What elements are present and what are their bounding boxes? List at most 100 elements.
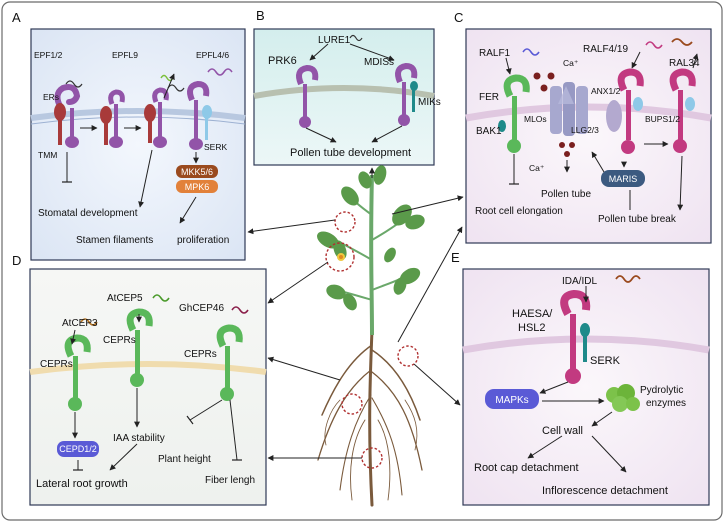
prk6-receptor bbox=[296, 64, 319, 128]
cepr-receptor-2 bbox=[126, 308, 153, 387]
highlight-circle-root bbox=[341, 393, 363, 415]
anx-label: ANX1/2 bbox=[591, 86, 621, 96]
highlight-circles bbox=[325, 211, 419, 469]
mpk-box bbox=[176, 180, 218, 193]
mapks-label: MAPKs bbox=[495, 395, 528, 406]
bups-label: BUPS1/2 bbox=[645, 114, 680, 124]
llg-protein bbox=[606, 100, 622, 132]
panel-b: LURE1 PRK6 MDISs MIKs Pollen tube develo… bbox=[253, 28, 441, 166]
panel-d-membrane bbox=[29, 361, 267, 375]
highlight-circle-abscission bbox=[397, 345, 419, 367]
ca-dot bbox=[533, 72, 541, 80]
atcep5-label: AtCEP5 bbox=[107, 293, 143, 304]
lateral-label: Lateral root growth bbox=[36, 478, 128, 490]
cepd-label: CEPD1/2 bbox=[59, 444, 97, 454]
panel-d: CEPD1/2 AtCEP3 AtCEP5 GhCEP46 CEPRs CEPR… bbox=[29, 268, 267, 506]
stomatal-label: Stomatal development bbox=[38, 208, 138, 219]
ceprs-label-3: CEPRs bbox=[184, 349, 217, 360]
ralf419-label: RALF4/19 bbox=[583, 44, 628, 55]
cellwall-label: Cell wall bbox=[542, 425, 583, 437]
lure1-peptide bbox=[349, 34, 363, 42]
atcep3-label: AtCEP3 bbox=[62, 318, 98, 329]
bak1-label: BAK1 bbox=[476, 126, 502, 137]
cepr-receptor-1 bbox=[64, 334, 91, 411]
panel-c-box bbox=[465, 28, 712, 244]
stamen-label: Stamen filaments bbox=[76, 235, 153, 246]
panel-letter-a: A bbox=[12, 10, 21, 25]
panel-letter-d: D bbox=[12, 253, 21, 268]
tmm-label: TMM bbox=[38, 150, 57, 160]
panel-c: MARIS RALF1 FER BAK1 Ca⁺ MLOs LLG2/3 Ca⁺… bbox=[465, 28, 712, 244]
panel-d-box bbox=[29, 268, 267, 506]
panel-b-box bbox=[253, 28, 435, 166]
inflor-label: Inflorescence detachment bbox=[542, 485, 668, 497]
hsl2-label: HSL2 bbox=[518, 322, 546, 334]
mdiss-label: MDISs bbox=[364, 57, 394, 68]
root-cell-label: Root cell elongation bbox=[475, 206, 563, 217]
ghcep46-peptide bbox=[231, 306, 249, 314]
pollen-dev-label: Pollen tube development bbox=[290, 147, 411, 159]
ceprs-label-2: CEPRs bbox=[103, 335, 136, 346]
plant-roots bbox=[317, 328, 423, 507]
panel-letter-b: B bbox=[256, 8, 265, 23]
ca-bottom-label: Ca⁺ bbox=[529, 163, 545, 173]
serk-label-a: SERK bbox=[204, 142, 227, 152]
haesa-label: HAESA/ bbox=[512, 308, 553, 320]
maris-label: MARIS bbox=[609, 174, 638, 184]
fiber-label: Fiber lengh bbox=[205, 475, 255, 486]
iaa-label: IAA stability bbox=[113, 433, 165, 444]
panel-letter-c: C bbox=[454, 10, 463, 25]
mdiss-receptor bbox=[395, 62, 418, 126]
lure1-label: LURE1 bbox=[318, 35, 351, 46]
cepd-box bbox=[57, 441, 99, 457]
mkk-box bbox=[176, 165, 218, 178]
ida-label: IDA/IDL bbox=[562, 276, 597, 287]
pollen-break-label: Pollen tube break bbox=[598, 214, 677, 225]
prk6-label: PRK6 bbox=[268, 55, 297, 67]
height-label: Plant height bbox=[158, 454, 211, 465]
ral34-peptide bbox=[671, 38, 693, 46]
ida-peptide bbox=[615, 275, 641, 283]
serk-receptor bbox=[187, 80, 212, 150]
atcep3-peptide bbox=[80, 318, 98, 326]
highlight-circle-shoot bbox=[334, 211, 356, 233]
mpk-label: MPK6 bbox=[185, 182, 210, 192]
connector-arrows bbox=[247, 167, 464, 461]
ca-top-label: Ca⁺ bbox=[563, 58, 579, 68]
ralf1-label: RALF1 bbox=[479, 48, 511, 59]
epfl46-label: EPFL4/6 bbox=[196, 50, 229, 60]
ghcep46-label: GhCEP46 bbox=[179, 303, 224, 314]
epfl9-label: EPFL9 bbox=[112, 50, 138, 60]
ceprs-label-1: CEPRs bbox=[40, 359, 73, 370]
miks-label: MIKs bbox=[418, 97, 441, 108]
mlos-label: MLOs bbox=[524, 114, 547, 124]
pollen-tube-label: Pollen tube bbox=[541, 189, 591, 200]
ers-receptor-3 bbox=[144, 87, 169, 148]
ral34-label: RAL34 bbox=[669, 58, 700, 69]
enzymes-label: enzymes bbox=[646, 398, 686, 409]
atcep5-peptide bbox=[152, 294, 170, 302]
epf12-peptide bbox=[65, 80, 83, 88]
fer-label: FER bbox=[479, 92, 499, 103]
ralf419-peptide bbox=[645, 41, 663, 49]
panel-letter-e: E bbox=[451, 250, 460, 265]
ers-receptor-2 bbox=[100, 89, 125, 148]
fer-receptor bbox=[498, 74, 530, 153]
mkk-label: MKK5/6 bbox=[181, 167, 213, 177]
epfl46-peptide bbox=[207, 68, 233, 76]
llg-label: LLG2/3 bbox=[571, 125, 599, 135]
serk-label-e: SERK bbox=[590, 355, 621, 367]
ers-label: ERs bbox=[43, 92, 59, 102]
ers-receptor bbox=[54, 84, 81, 148]
panel-e: MAPKs IDA/IDL HAESA/ HSL2 SERK Pydrolyti… bbox=[462, 268, 710, 506]
epf12-label: EPF1/2 bbox=[34, 50, 63, 60]
mapks-box bbox=[485, 389, 539, 409]
bups-receptor bbox=[669, 68, 696, 153]
enzyme-cluster bbox=[606, 384, 640, 412]
anx-receptor bbox=[617, 68, 644, 154]
proliferation-label: proliferation bbox=[177, 235, 229, 246]
plant-stem bbox=[369, 174, 374, 336]
mlo-channel bbox=[550, 82, 588, 136]
